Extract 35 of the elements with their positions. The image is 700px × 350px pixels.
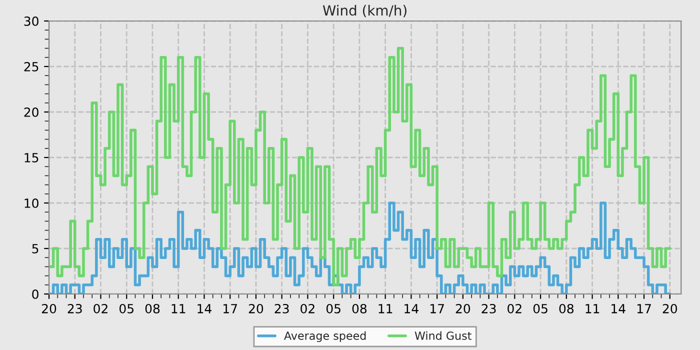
x-tick-label: 20 [42, 304, 56, 314]
y-tick-label: 30 [24, 16, 38, 26]
x-tick-label: 23 [274, 304, 289, 314]
x-tick-label: 02 [508, 304, 522, 314]
x-tick-label: 17 [637, 304, 651, 314]
x-tick-label: 02 [300, 304, 314, 314]
y-tick-label: 15 [24, 153, 38, 162]
x-tick-label: 05 [119, 304, 134, 314]
legend-label: Wind Gust [414, 331, 472, 340]
x-tick-label: 08 [352, 304, 367, 314]
y-tick-label: 20 [24, 107, 38, 117]
x-tick-label: 23 [68, 304, 82, 314]
x-tick-label: 11 [378, 304, 392, 314]
chart-title: Wind (km/h) [322, 4, 406, 18]
y-tick-label: 10 [24, 198, 38, 208]
x-tick-label: 17 [430, 304, 444, 314]
x-tick-label: 08 [145, 304, 160, 314]
x-tick-label: 14 [612, 304, 626, 314]
y-tick-label: 25 [24, 62, 38, 72]
x-tick-label: 11 [172, 304, 186, 314]
x-tick-label: 14 [404, 304, 418, 314]
x-tick-label: 11 [586, 304, 600, 314]
x-tick-label: 05 [533, 304, 548, 314]
x-tick-label: 20 [662, 304, 678, 314]
x-tick-label: 20 [456, 304, 470, 314]
y-tick-label: 0 [32, 289, 38, 299]
x-tick-label: 02 [94, 304, 108, 314]
y-tick-label: 5 [32, 244, 38, 254]
x-tick-label: 23 [482, 304, 496, 314]
x-tick-label: 20 [248, 304, 264, 314]
x-tick-label: 14 [198, 304, 212, 314]
x-tick-label: 17 [224, 304, 237, 314]
legend-label: Average speed [284, 331, 366, 342]
x-tick-label: 08 [559, 304, 574, 314]
x-tick-label: 05 [326, 304, 340, 314]
